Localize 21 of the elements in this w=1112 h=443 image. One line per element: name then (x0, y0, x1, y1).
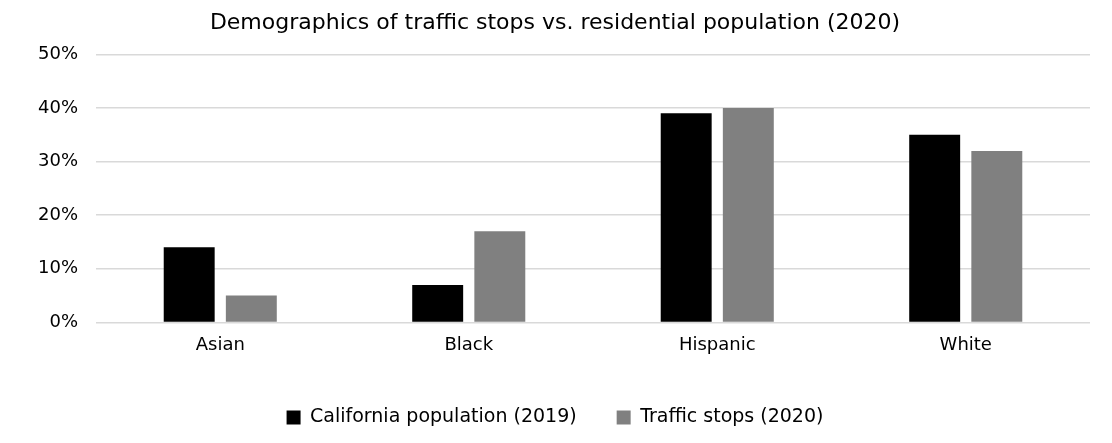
bar (722, 108, 774, 322)
bar (412, 284, 464, 322)
x-tick-label: Black (444, 332, 494, 354)
y-tick-label: 50% (37, 42, 79, 64)
legend-label: Traffic stops (2020) (639, 404, 824, 427)
y-tick-label: 0% (49, 310, 79, 332)
x-tick-label: White (939, 332, 992, 354)
x-tick-label: Asian (195, 332, 245, 354)
bar (971, 150, 1023, 322)
x-tick-label: Hispanic (678, 332, 756, 354)
legend-label: California population (2019) (310, 404, 577, 427)
y-tick-label: 30% (37, 149, 79, 171)
y-tick-label: 20% (37, 202, 79, 224)
bar (474, 231, 526, 322)
bar (225, 295, 277, 322)
chart-title: Demographics of traffic stops vs. residential population (2020) (209, 8, 901, 34)
bar (163, 247, 215, 322)
y-tick-label: 10% (37, 256, 79, 278)
bar (660, 113, 712, 322)
y-tick-label: 40% (37, 95, 79, 117)
bar (909, 134, 961, 322)
